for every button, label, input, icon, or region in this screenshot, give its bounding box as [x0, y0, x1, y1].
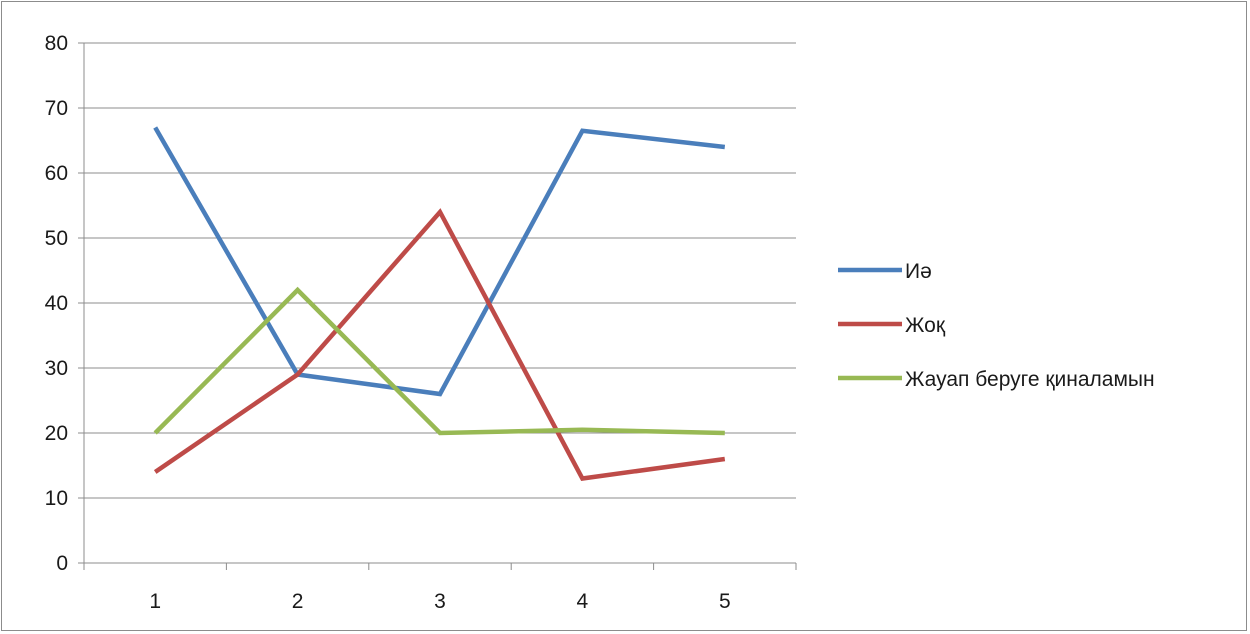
axes: [78, 42, 797, 570]
y-tick-label: 40: [45, 292, 68, 315]
legend-label: Иә: [905, 260, 932, 283]
y-tick-label: 10: [45, 487, 68, 510]
x-tick-labels: 1 2 3 4 5: [149, 590, 730, 613]
y-tick-label: 80: [45, 32, 68, 55]
y-tick-label: 30: [45, 357, 68, 380]
series-line-3: [153, 286, 725, 436]
legend-label: Жауап беруге қиналамын: [905, 368, 1155, 391]
x-tick-label: 4: [577, 590, 589, 613]
series-line-2: [153, 208, 726, 481]
x-tick-label: 2: [292, 590, 304, 613]
x-tick-label: 1: [149, 590, 161, 613]
legend-label: Жоқ: [905, 314, 946, 337]
y-tick-label: 20: [45, 422, 68, 445]
x-tick-label: 3: [434, 590, 446, 613]
y-tick-labels: 0 10 20 30 40 50 60 70 80: [45, 32, 68, 575]
legend: Иә Жоқ Жауап беруге қиналамын: [838, 260, 1155, 391]
y-tick-label: 0: [56, 552, 68, 575]
x-tick-label: 5: [719, 590, 731, 613]
y-tick-label: 70: [45, 97, 68, 120]
series-lines: [153, 126, 726, 481]
y-tick-label: 50: [45, 227, 68, 250]
series-line-1: [153, 126, 726, 397]
gridlines: [84, 42, 796, 499]
y-tick-label: 60: [45, 162, 68, 185]
